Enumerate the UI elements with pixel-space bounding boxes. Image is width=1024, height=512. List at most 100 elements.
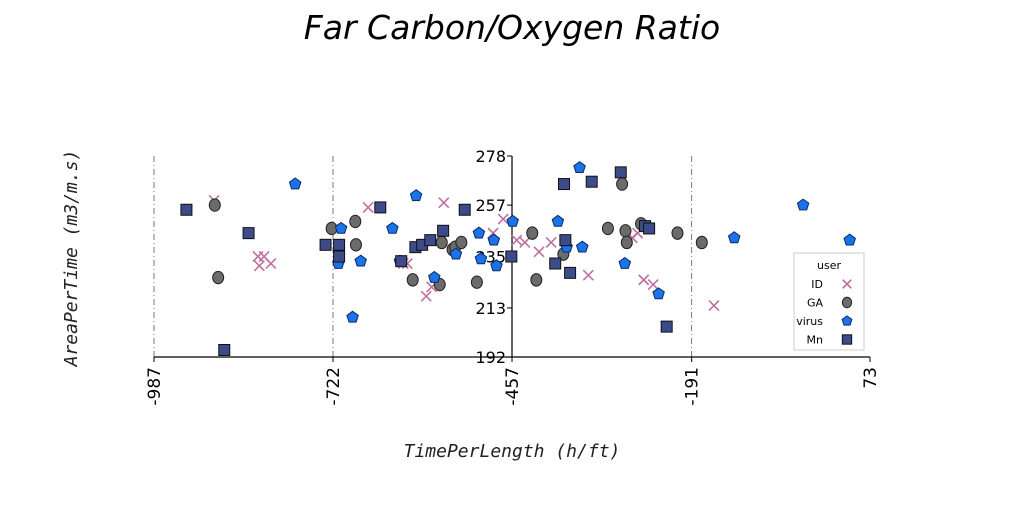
data-point	[374, 201, 387, 214]
x-stroke	[519, 236, 531, 249]
legend-marker	[841, 296, 853, 309]
x-stroke	[438, 197, 450, 209]
data-point	[218, 343, 231, 356]
data-point	[601, 221, 614, 236]
series-mn	[180, 166, 673, 356]
data-point	[253, 260, 265, 272]
data-point	[333, 238, 346, 251]
x-stroke	[253, 260, 265, 272]
data-point	[660, 320, 673, 333]
data-point	[449, 247, 463, 260]
data-point	[511, 234, 523, 246]
data-point	[242, 227, 255, 240]
data-point	[506, 214, 519, 227]
data-point	[533, 246, 545, 258]
y-tick-label: 192	[475, 348, 506, 367]
data-point	[438, 197, 450, 209]
data-point	[458, 203, 471, 216]
y-tick-label: 278	[475, 147, 506, 166]
x-tick-label: -457	[503, 367, 523, 406]
data-point	[647, 278, 659, 291]
data-point	[349, 214, 362, 229]
data-point	[545, 236, 557, 249]
data-point	[333, 250, 346, 263]
legend-label: Mn	[807, 334, 823, 347]
data-point	[526, 226, 539, 240]
data-point	[505, 250, 518, 263]
data-point	[643, 222, 656, 235]
data-point	[638, 274, 650, 286]
data-point	[354, 254, 367, 267]
data-point	[490, 259, 503, 272]
data-point	[582, 269, 594, 281]
y-tick-label: 257	[475, 196, 506, 215]
x-tick-label: -987	[145, 367, 165, 406]
x-stroke	[362, 201, 374, 213]
data-point	[530, 273, 543, 287]
x-axis-label: TimePerLength (h/ft)	[404, 441, 621, 462]
legend-marker	[842, 279, 852, 289]
data-point	[208, 198, 221, 212]
data-point	[435, 235, 448, 250]
data-point	[652, 287, 665, 300]
data-point	[620, 235, 633, 250]
data-point	[575, 240, 589, 253]
data-point	[265, 257, 277, 270]
y-axis-label: AreaPerTime (m3/m.s)	[61, 150, 82, 368]
x-stroke	[708, 300, 720, 312]
data-point	[618, 256, 632, 269]
legend-items: ID GA virus Mn	[796, 278, 853, 347]
y-tick-label: 213	[475, 299, 506, 318]
data-point	[472, 226, 486, 239]
legend-label: virus	[796, 315, 823, 328]
data-point	[395, 255, 408, 268]
data-point	[334, 221, 348, 234]
x-stroke	[582, 269, 594, 281]
data-point	[424, 234, 437, 247]
series-ga	[208, 177, 708, 292]
data-point	[727, 231, 741, 244]
data-point	[559, 234, 572, 247]
x-stroke	[497, 213, 509, 225]
data-point	[470, 275, 483, 289]
data-point	[319, 238, 332, 251]
x-stroke	[265, 257, 277, 270]
data-points	[180, 161, 856, 356]
x-stroke	[545, 236, 557, 249]
legend-label: ID	[811, 278, 823, 291]
data-point	[288, 177, 302, 190]
data-point	[346, 310, 359, 323]
legend-marker	[841, 334, 853, 345]
data-point	[497, 213, 509, 225]
data-point	[409, 189, 423, 202]
data-point	[549, 257, 562, 270]
data-point	[551, 214, 565, 227]
data-point	[671, 226, 684, 240]
x-axis-ticks: -987 -722 -457 -191 73	[145, 357, 881, 406]
data-point	[386, 221, 399, 234]
data-point	[796, 198, 810, 211]
data-point	[212, 270, 225, 285]
x-stroke	[647, 278, 659, 291]
data-point	[474, 252, 488, 265]
legend: user ID GA virus Mn	[793, 252, 865, 351]
x-tick-label: -722	[324, 367, 344, 406]
data-point	[487, 233, 501, 246]
x-tick-label: -191	[683, 367, 703, 406]
data-point	[843, 233, 856, 246]
legend-label: GA	[807, 297, 824, 310]
data-point	[614, 166, 627, 179]
data-point	[428, 270, 441, 283]
vertical-reference-lines	[153, 156, 693, 357]
x-stroke	[638, 274, 650, 286]
data-point	[708, 300, 720, 312]
data-point	[455, 235, 468, 250]
data-point	[616, 177, 629, 191]
x-stroke	[511, 234, 523, 246]
data-point	[362, 201, 374, 213]
x-stroke	[533, 246, 545, 258]
x-stroke	[420, 290, 432, 302]
chart-title: Far Carbon/Oxygen Ratio	[303, 8, 721, 47]
